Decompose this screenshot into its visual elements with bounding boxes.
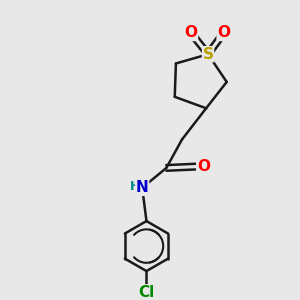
Text: N: N (136, 180, 148, 195)
Text: Cl: Cl (138, 285, 154, 300)
Text: O: O (184, 26, 197, 40)
Text: O: O (197, 159, 210, 174)
Text: H: H (130, 180, 140, 193)
Text: S: S (202, 47, 214, 62)
Text: O: O (217, 26, 230, 40)
